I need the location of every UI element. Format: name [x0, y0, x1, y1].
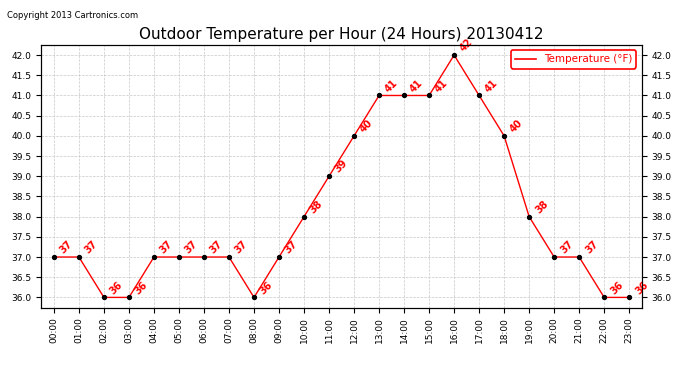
Text: 38: 38: [533, 198, 550, 215]
Point: [424, 93, 435, 99]
Text: 36: 36: [633, 279, 650, 296]
Legend: Temperature (°F): Temperature (°F): [511, 50, 636, 69]
Point: [224, 254, 235, 260]
Text: 36: 36: [108, 279, 125, 296]
Text: 37: 37: [283, 239, 299, 256]
Text: 38: 38: [308, 198, 325, 215]
Text: 37: 37: [58, 239, 75, 256]
Text: 40: 40: [509, 118, 525, 135]
Text: 41: 41: [383, 78, 400, 94]
Text: 37: 37: [158, 239, 175, 256]
Text: 41: 41: [483, 78, 500, 94]
Point: [599, 294, 610, 300]
Text: 37: 37: [233, 239, 250, 256]
Point: [448, 52, 460, 58]
Text: 37: 37: [208, 239, 225, 256]
Point: [324, 173, 335, 179]
Point: [199, 254, 210, 260]
Point: [624, 294, 635, 300]
Point: [99, 294, 110, 300]
Text: 37: 37: [558, 239, 575, 256]
Point: [524, 214, 535, 220]
Point: [549, 254, 560, 260]
Point: [248, 294, 259, 300]
Point: [499, 133, 510, 139]
Point: [273, 254, 284, 260]
Text: 41: 41: [433, 78, 450, 94]
Text: 37: 37: [183, 239, 199, 256]
Point: [348, 133, 359, 139]
Point: [299, 214, 310, 220]
Point: [73, 254, 84, 260]
Text: 40: 40: [358, 118, 375, 135]
Text: 41: 41: [408, 78, 425, 94]
Text: 36: 36: [609, 279, 625, 296]
Text: Copyright 2013 Cartronics.com: Copyright 2013 Cartronics.com: [7, 11, 138, 20]
Point: [373, 93, 384, 99]
Point: [48, 254, 59, 260]
Text: 42: 42: [458, 37, 475, 54]
Text: 36: 36: [258, 279, 275, 296]
Text: 37: 37: [583, 239, 600, 256]
Point: [573, 254, 584, 260]
Text: 36: 36: [133, 279, 150, 296]
Point: [148, 254, 159, 260]
Point: [173, 254, 184, 260]
Text: 37: 37: [83, 239, 99, 256]
Point: [124, 294, 135, 300]
Text: 39: 39: [333, 158, 350, 175]
Point: [399, 93, 410, 99]
Title: Outdoor Temperature per Hour (24 Hours) 20130412: Outdoor Temperature per Hour (24 Hours) …: [139, 27, 544, 42]
Point: [473, 93, 484, 99]
